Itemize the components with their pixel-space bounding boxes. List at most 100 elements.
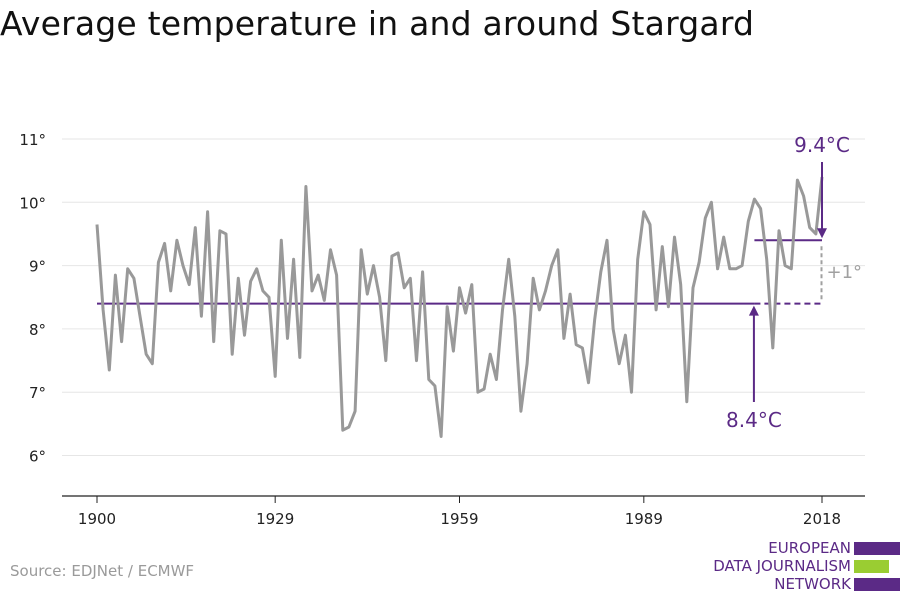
data-point-1932 — [292, 258, 295, 261]
temperature-series-line — [95, 176, 824, 438]
data-point-1983 — [606, 239, 609, 242]
data-point-2012 — [784, 264, 787, 267]
data-point-1962 — [477, 391, 480, 394]
temperature-data-points — [96, 176, 824, 438]
data-point-2008 — [759, 207, 762, 210]
data-point-1901 — [102, 309, 105, 312]
data-point-2000 — [710, 201, 713, 204]
x-axis-ticks: 1900 1929 1959 1989 2018 — [78, 496, 841, 528]
data-point-1924 — [243, 334, 246, 337]
data-point-1943 — [360, 248, 363, 251]
data-point-1997 — [692, 286, 695, 289]
data-point-1915 — [188, 283, 191, 286]
y-tick-label-9: 9° — [29, 258, 46, 276]
data-point-1998 — [698, 261, 701, 264]
data-point-2010 — [771, 346, 774, 349]
data-point-1920 — [218, 229, 221, 232]
data-point-1970 — [526, 362, 529, 365]
data-point-2007 — [753, 198, 756, 201]
data-point-1925 — [249, 280, 252, 283]
data-point-1965 — [495, 378, 498, 381]
data-point-1969 — [520, 410, 523, 413]
y-tick-label-10: 10° — [19, 194, 46, 212]
data-point-1946 — [378, 296, 381, 299]
data-point-1985 — [618, 362, 621, 365]
data-point-1919 — [212, 340, 215, 343]
data-point-1902 — [108, 369, 111, 372]
data-point-1978 — [575, 343, 578, 346]
data-point-1906 — [132, 277, 135, 280]
data-point-2011 — [778, 229, 781, 232]
data-point-1931 — [286, 337, 289, 340]
data-point-1988 — [636, 258, 639, 261]
y-axis-tick-labels: 6° 7° 8° 9° 10° 11° — [19, 131, 46, 466]
difference-label: +1° — [827, 262, 863, 283]
data-point-1987 — [630, 391, 633, 394]
data-point-1917 — [200, 315, 203, 318]
data-point-1903 — [114, 274, 117, 277]
data-point-2001 — [716, 267, 719, 270]
data-point-1966 — [501, 309, 504, 312]
data-point-1913 — [175, 239, 178, 242]
data-point-1984 — [612, 328, 615, 331]
data-point-1979 — [581, 346, 584, 349]
data-point-1967 — [507, 258, 510, 261]
data-point-2003 — [728, 267, 731, 270]
data-point-1923 — [237, 277, 240, 280]
data-point-1975 — [556, 248, 559, 251]
data-point-1930 — [280, 239, 283, 242]
data-point-1963 — [483, 388, 486, 391]
data-point-1945 — [372, 264, 375, 267]
data-point-1937 — [323, 299, 326, 302]
data-point-1942 — [354, 410, 357, 413]
data-point-1993 — [667, 305, 670, 308]
x-tick-label-1900: 1900 — [78, 510, 116, 528]
data-point-1992 — [661, 245, 664, 248]
data-point-1995 — [679, 283, 682, 286]
data-point-1968 — [513, 315, 516, 318]
data-point-2016 — [808, 226, 811, 229]
data-point-1950 — [403, 286, 406, 289]
data-point-1977 — [569, 293, 572, 296]
data-point-2005 — [741, 264, 744, 267]
data-point-1910 — [157, 261, 160, 264]
data-point-1991 — [655, 309, 658, 312]
data-point-2013 — [790, 267, 793, 270]
logo-text-line-2: DATA JOURNALISM — [713, 557, 851, 575]
data-point-1929 — [274, 375, 277, 378]
x-tick-label-1989: 1989 — [625, 510, 663, 528]
data-point-1954 — [427, 378, 430, 381]
y-tick-label-7: 7° — [29, 384, 46, 402]
logo-bar-purple-bottom — [854, 578, 900, 591]
data-point-1949 — [397, 252, 400, 255]
baseline-value-label: 8.4°C — [726, 408, 782, 432]
recent-value-label: 9.4°C — [794, 133, 850, 157]
data-point-1939 — [335, 274, 338, 277]
data-point-1909 — [151, 362, 154, 365]
data-point-1994 — [673, 236, 676, 239]
data-point-1955 — [434, 384, 437, 387]
data-point-1973 — [544, 290, 547, 293]
x-tick-label-1929: 1929 — [256, 510, 294, 528]
logo-text-line-1: EUROPEAN — [768, 539, 851, 557]
y-tick-label-8: 8° — [29, 321, 46, 339]
source-note: Source: EDJNet / ECMWF — [10, 562, 195, 580]
data-point-2015 — [802, 195, 805, 198]
annotations: 8.4°C 9.4°C +1° — [726, 133, 862, 432]
data-point-1999 — [704, 217, 707, 220]
data-point-2006 — [747, 220, 750, 223]
data-point-1927 — [261, 290, 264, 293]
logo-text-line-3: NETWORK — [774, 575, 851, 593]
data-point-1941 — [348, 426, 351, 429]
data-point-1980 — [587, 381, 590, 384]
data-point-1953 — [421, 271, 424, 274]
data-point-1944 — [366, 293, 369, 296]
data-point-1904 — [120, 340, 123, 343]
data-point-1957 — [446, 305, 449, 308]
data-point-2002 — [722, 236, 725, 239]
data-point-1972 — [538, 309, 541, 312]
data-point-1905 — [126, 267, 129, 270]
y-tick-label-11: 11° — [19, 131, 46, 149]
data-point-1933 — [298, 356, 301, 359]
